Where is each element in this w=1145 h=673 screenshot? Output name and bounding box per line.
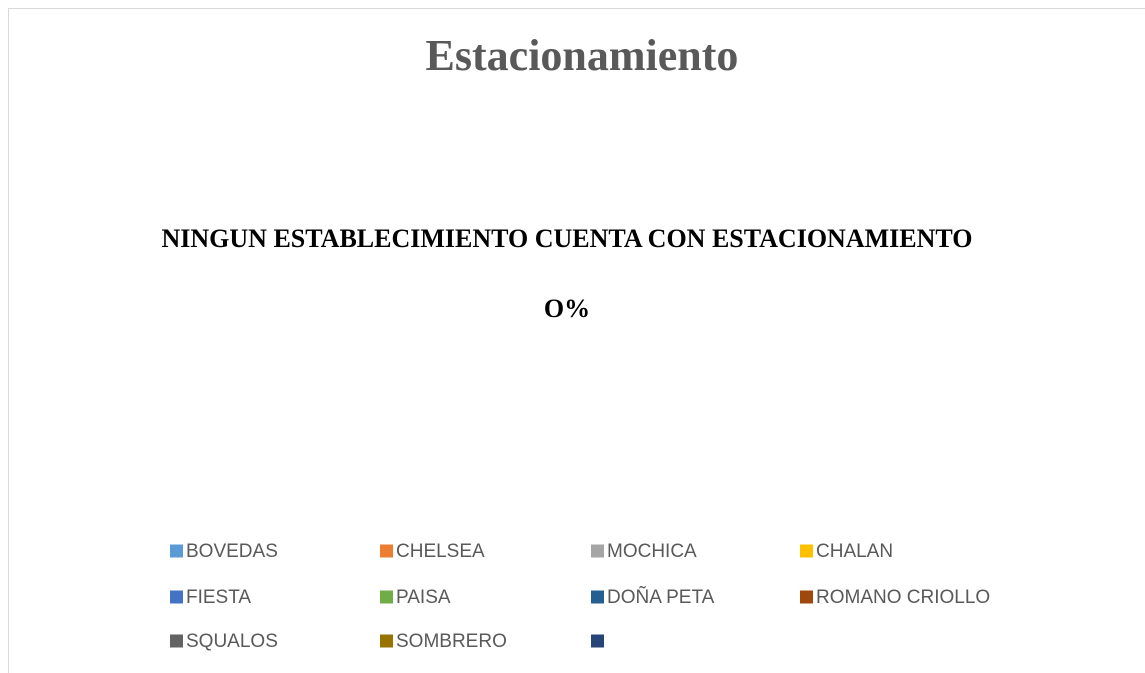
legend-label: CHALAN — [816, 541, 893, 562]
legend-swatch — [591, 544, 604, 558]
legend-swatch — [170, 544, 183, 558]
legend-swatch — [591, 634, 604, 648]
legend-label: SOMBRERO — [396, 631, 507, 652]
annotation: NINGUN ESTABLECIMIENTO CUENTA CON ESTACI… — [162, 224, 973, 253]
chart-title: Estacionamiento — [426, 31, 739, 80]
legend-label: ROMANO CRIOLLO — [816, 587, 990, 608]
legend-swatch — [380, 544, 393, 558]
legend-label: BOVEDAS — [186, 541, 278, 562]
legend-swatch — [591, 590, 604, 604]
legend-swatch — [800, 590, 813, 604]
legend-swatch — [380, 634, 393, 648]
legend-label: FIESTA — [186, 587, 251, 608]
legend-swatch — [170, 634, 183, 648]
legend-swatch — [170, 590, 183, 604]
legend-label: CHELSEA — [396, 541, 485, 562]
legend-label: DOÑA PETA — [607, 586, 715, 608]
legend-label: PAISA — [396, 587, 451, 608]
annotation: O% — [544, 294, 590, 323]
legend-swatch — [800, 544, 813, 558]
legend-label: SQUALOS — [186, 631, 278, 652]
chart-frame — [8, 8, 1145, 673]
legend-label: MOCHICA — [607, 541, 697, 562]
legend-swatch — [380, 590, 393, 604]
